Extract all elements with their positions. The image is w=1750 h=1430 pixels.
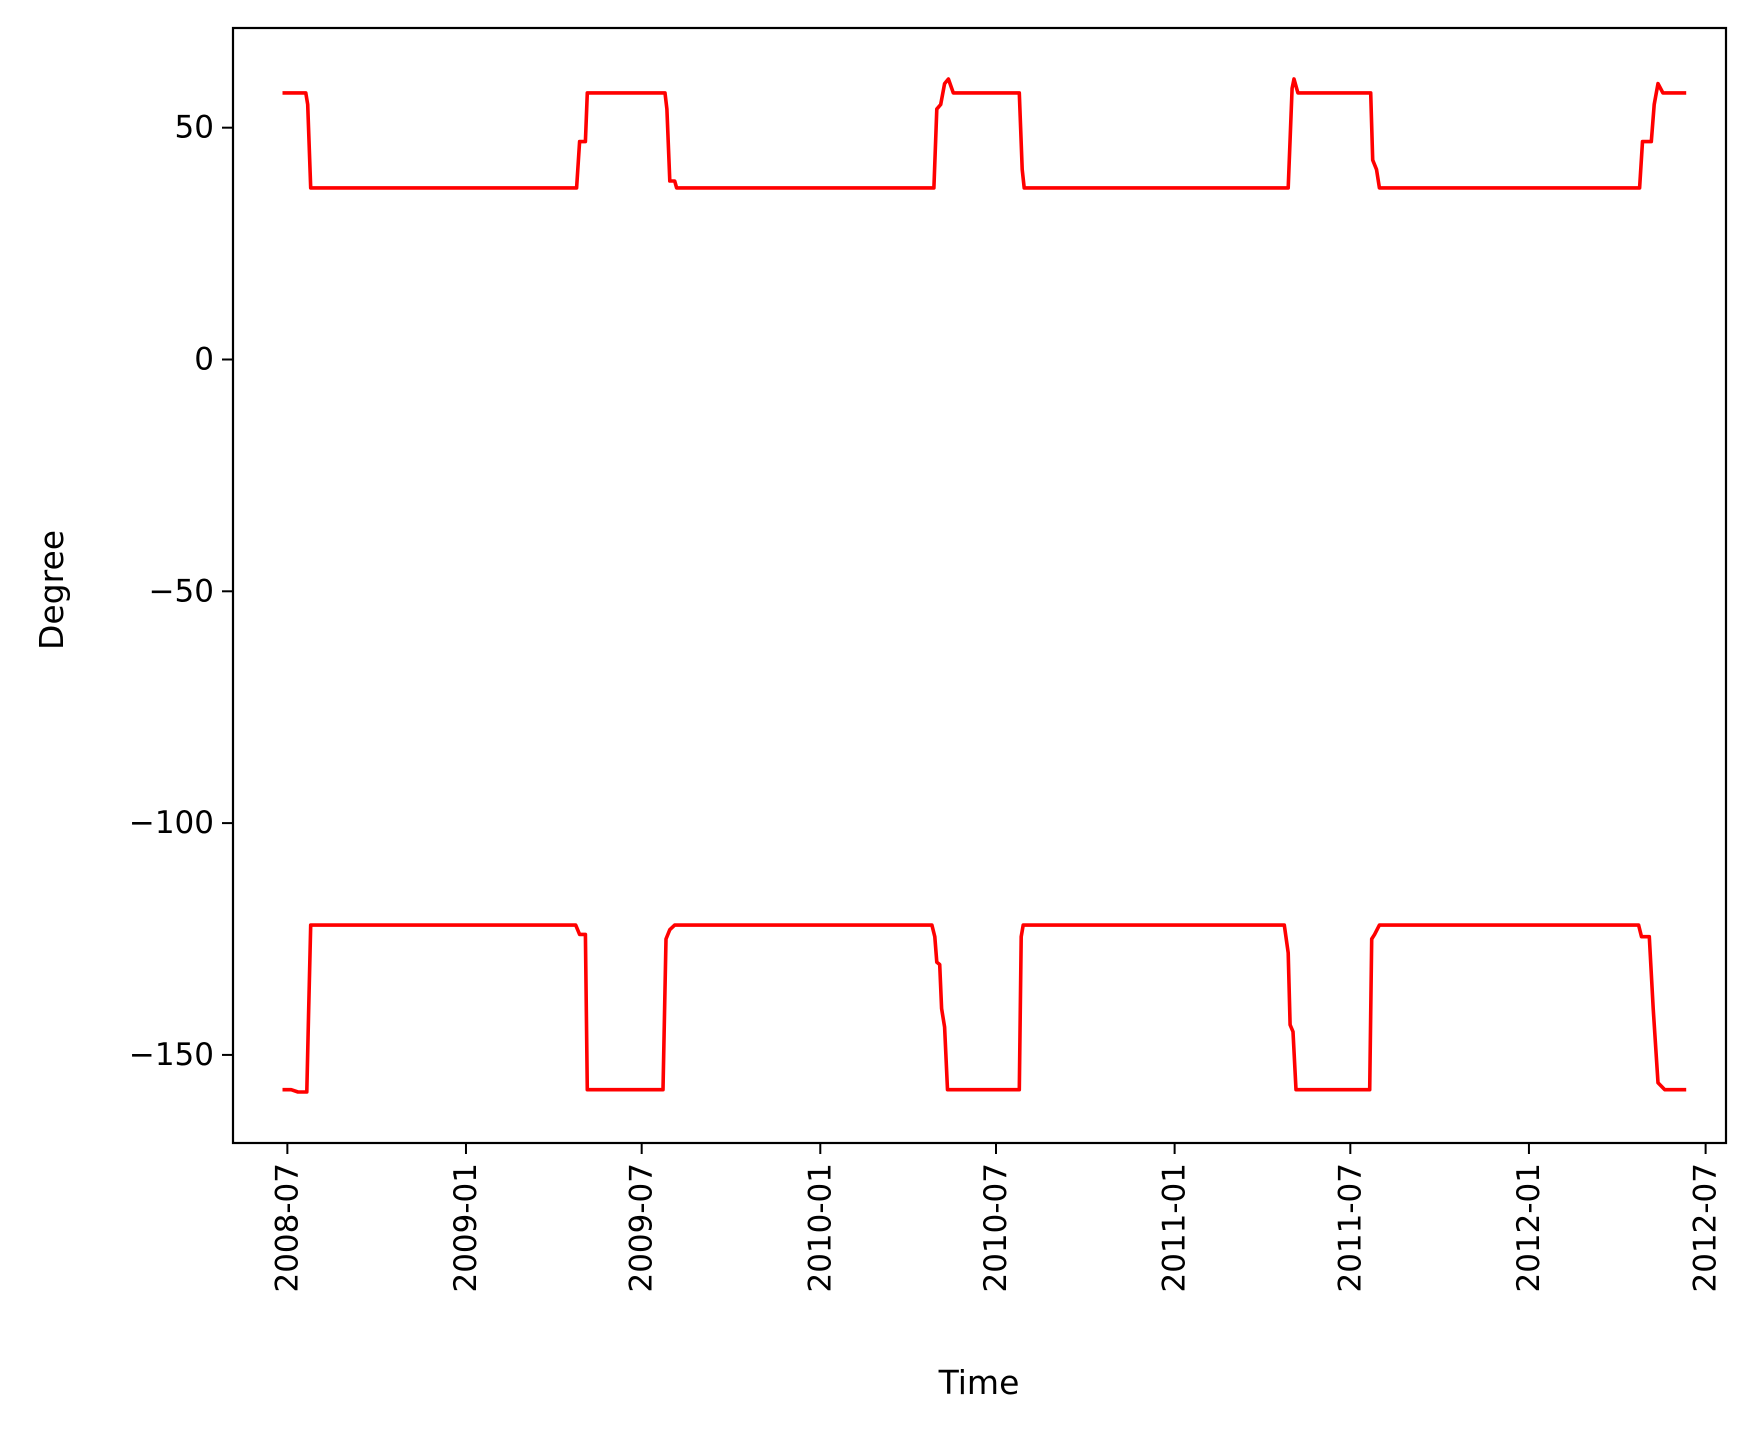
x-tick-label: 2010-01 [802,1163,838,1293]
y-tick-label: −150 [129,1037,214,1073]
y-tick-label: −100 [129,805,214,841]
plot-area [231,26,1728,1145]
x-tick-label: 2011-07 [1332,1163,1368,1293]
x-tick-label: 2012-07 [1688,1163,1724,1293]
y-tick-label: −50 [149,573,214,609]
axes-frame [231,26,1728,1145]
x-axis-ticks: 2008-07 2009-01 2009-07 2010-01 2010-07 2011-… [269,1143,1724,1293]
series-line-2 [282,923,1687,1094]
x-tick-label: 2012-01 [1511,1163,1547,1293]
x-tick-label: 2008-07 [269,1163,305,1293]
series-layer [282,77,1687,1094]
y-tick-label: 0 [194,341,214,377]
x-tick-label: 2009-07 [624,1163,660,1293]
x-tick-label: 2010-07 [978,1163,1014,1293]
x-axis-label: Time [938,1363,1020,1402]
x-tick-label: 2011-01 [1157,1163,1193,1293]
y-tick-label: 50 [175,110,214,146]
y-axis-ticks: 50 0 −50 −100 −150 [129,110,233,1073]
x-tick-label: 2009-01 [448,1163,484,1293]
series-line-1 [282,77,1687,190]
y-axis-label: Degree [32,530,71,650]
